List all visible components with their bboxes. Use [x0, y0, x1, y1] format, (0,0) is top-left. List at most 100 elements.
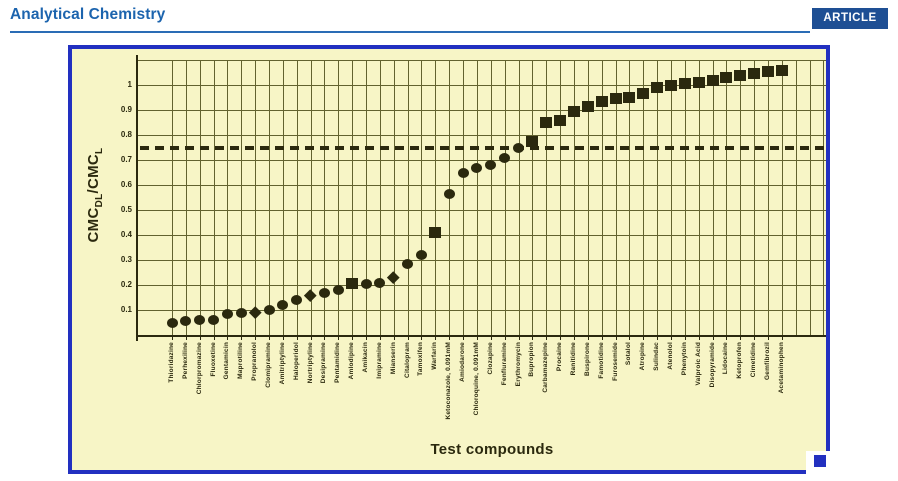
x-tick-label: Amlodipine — [348, 342, 356, 380]
data-point-marker — [346, 278, 359, 290]
v-gridline — [809, 60, 811, 335]
x-tick-label: Clozapine — [486, 342, 494, 375]
v-gridline — [657, 60, 659, 335]
v-gridline — [296, 60, 298, 335]
v-gridline — [587, 60, 589, 335]
x-tick-label: Warfarin — [431, 342, 439, 370]
v-gridline — [684, 60, 686, 335]
x-tick-label: Erythromycin — [514, 342, 522, 387]
v-gridline — [241, 60, 243, 335]
x-tick-label: Sotalol — [625, 342, 633, 366]
v-gridline — [740, 60, 742, 335]
x-tick-label: Gentamicin — [223, 342, 231, 380]
data-point-marker — [304, 288, 317, 301]
v-gridline — [255, 60, 257, 335]
x-tick — [421, 335, 423, 340]
data-point-marker — [748, 68, 761, 80]
selection-handle[interactable] — [814, 455, 826, 467]
x-tick-label: Maprotiline — [237, 342, 245, 379]
x-tick-label: Atropine — [639, 342, 647, 371]
x-tick-label: Ranitidine — [569, 342, 577, 376]
article-badge: ARTICLE — [812, 8, 888, 29]
data-point-marker — [235, 308, 247, 318]
x-tick-label: Lidocaine — [722, 342, 730, 375]
data-point-marker — [775, 64, 788, 76]
x-tick-label: Fenfluramine — [500, 342, 508, 386]
x-tick-label: Mianserin — [389, 342, 397, 375]
v-gridline — [366, 60, 368, 335]
v-gridline — [518, 60, 520, 335]
x-tick — [269, 335, 271, 340]
x-tick-label: Sulindac — [653, 342, 661, 371]
v-gridline — [754, 60, 756, 335]
data-point-marker — [637, 88, 650, 100]
data-point-marker — [540, 117, 553, 128]
x-tick — [643, 335, 645, 340]
v-gridline — [781, 60, 783, 335]
x-tick — [504, 335, 506, 340]
x-tick-label: Haloperidol — [292, 342, 300, 380]
v-gridline — [282, 60, 284, 335]
x-tick-label: Amiodarone — [459, 342, 467, 382]
x-axis-title: Test compounds — [430, 441, 554, 458]
x-tick — [573, 335, 575, 340]
x-tick-label: Furosemide — [611, 342, 619, 381]
data-point-marker — [678, 78, 691, 90]
x-tick-label: Bupropion — [528, 342, 536, 377]
x-tick — [532, 335, 534, 340]
data-point-marker — [166, 317, 178, 328]
x-tick — [740, 335, 742, 340]
v-gridline — [227, 60, 229, 335]
data-point-marker — [332, 285, 344, 295]
v-gridline — [407, 60, 409, 335]
data-point-marker — [664, 79, 677, 91]
x-tick-label: Pentamidine — [334, 342, 342, 383]
x-tick — [518, 335, 520, 340]
data-point-marker — [706, 74, 719, 86]
data-point-marker — [387, 271, 400, 284]
v-gridline — [435, 60, 437, 335]
data-point-marker — [485, 160, 497, 170]
v-gridline — [615, 60, 617, 335]
data-point-marker — [595, 95, 608, 107]
v-gridline — [185, 60, 187, 335]
v-gridline — [421, 60, 423, 335]
x-tick-label: Atenolol — [666, 342, 674, 370]
data-point-marker — [248, 306, 261, 319]
data-point-marker — [526, 135, 539, 147]
x-tick — [670, 335, 672, 340]
x-tick — [698, 335, 700, 340]
x-tick-label: Valproic Acid — [694, 342, 702, 386]
x-tick-label: Chloroquine, 0.091mM — [472, 342, 480, 416]
x-tick — [657, 335, 659, 340]
v-gridline — [532, 60, 534, 335]
x-tick — [615, 335, 617, 340]
x-tick — [185, 335, 187, 340]
v-gridline — [726, 60, 728, 335]
v-gridline — [172, 60, 173, 335]
x-tick-label: Amikacin — [362, 342, 370, 373]
h-gridline — [138, 235, 826, 236]
v-gridline — [643, 60, 645, 335]
x-tick — [393, 335, 395, 340]
x-tick — [366, 335, 368, 340]
data-point-marker — [457, 167, 469, 178]
plot-area — [138, 60, 826, 337]
y-tick-label: 0.1 — [120, 305, 132, 314]
x-tick-label: Amitriptyline — [278, 342, 286, 385]
h-gridline — [138, 310, 826, 311]
data-point-marker — [443, 188, 455, 199]
v-gridline — [698, 60, 700, 335]
x-tick-label: Phenytoin — [680, 342, 688, 376]
figure-panel: CMCDL/CMCL Thioridazine Perhexiline Chlorp… — [68, 45, 830, 474]
h-gridline — [138, 60, 826, 61]
data-point-marker — [720, 72, 733, 83]
v-gridline — [490, 60, 492, 335]
x-tick-label: Procaine — [556, 342, 564, 372]
x-tick — [172, 335, 173, 340]
x-tick-label: Propranolol — [251, 342, 259, 381]
x-tick — [754, 335, 756, 340]
x-tick — [601, 335, 603, 340]
x-tick-label: Acetaminophen — [777, 342, 785, 394]
v-gridline — [795, 60, 797, 335]
